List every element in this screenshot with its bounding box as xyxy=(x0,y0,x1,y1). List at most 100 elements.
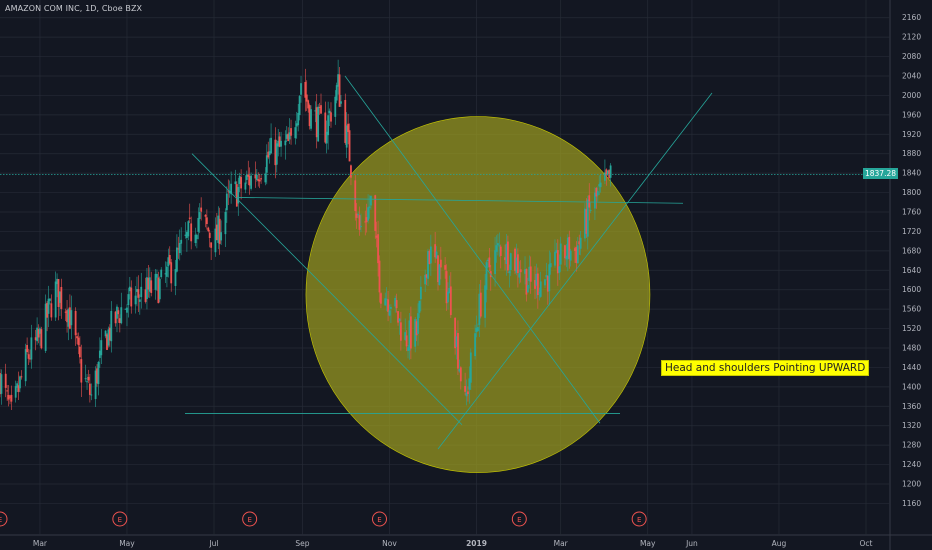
x-tick-label: May xyxy=(640,539,656,548)
candle-body xyxy=(360,226,362,228)
candle-body xyxy=(190,223,193,242)
candle-body xyxy=(544,279,546,286)
candle-body xyxy=(384,298,387,306)
candle-body xyxy=(248,175,251,186)
candle-body xyxy=(275,143,278,165)
candle-body xyxy=(0,373,1,395)
candle-body xyxy=(34,337,37,341)
y-tick-label: 1360 xyxy=(902,402,921,411)
candle-body xyxy=(407,347,409,351)
candle-body xyxy=(290,128,292,136)
candle-body xyxy=(315,107,318,138)
candle-body xyxy=(86,381,88,383)
y-tick-label: 1720 xyxy=(902,227,921,236)
candle-body xyxy=(414,319,417,347)
candle-body xyxy=(67,309,70,327)
candle-body xyxy=(36,327,38,342)
earnings-marker-icon xyxy=(631,511,647,527)
candle-body xyxy=(519,269,522,273)
x-tick-label: Mar xyxy=(554,539,569,548)
candle-body xyxy=(385,298,388,300)
candle-body xyxy=(344,99,347,143)
candle-body xyxy=(447,291,449,303)
candle-body xyxy=(76,336,78,339)
candle-body xyxy=(404,332,407,340)
candle-body xyxy=(74,310,77,336)
candle-body xyxy=(27,354,30,359)
candle-body xyxy=(417,313,419,334)
candle-body xyxy=(185,232,188,238)
candle-body xyxy=(207,227,210,232)
x-tick-label: 2019 xyxy=(466,539,487,548)
candle-body xyxy=(457,333,459,369)
candle-body xyxy=(126,307,128,313)
candle-body xyxy=(437,255,439,283)
candle-body xyxy=(187,221,190,237)
candle-body xyxy=(549,263,552,268)
candle-body xyxy=(104,330,107,337)
candle-body xyxy=(214,228,217,253)
candle-body xyxy=(127,294,130,306)
candle-body xyxy=(198,212,201,220)
candle-body xyxy=(164,273,167,275)
candle-body xyxy=(605,169,608,176)
candle-body xyxy=(87,376,90,381)
candle-body xyxy=(387,299,389,312)
annotation-label[interactable]: Head and shoulders Pointing UPWARD xyxy=(661,360,870,376)
candle-body xyxy=(56,278,58,285)
candle-body xyxy=(257,179,260,182)
candle-body xyxy=(449,286,452,316)
candle-body xyxy=(350,165,352,178)
candle-body xyxy=(536,273,539,296)
candle-body xyxy=(217,215,220,243)
candle-body xyxy=(330,112,332,122)
candle-body xyxy=(277,140,280,147)
earnings-marker-label: E xyxy=(637,516,641,524)
candle-body xyxy=(80,359,83,383)
candle-body xyxy=(318,106,321,108)
candle-body xyxy=(168,254,171,264)
candle-body xyxy=(177,248,180,250)
candle-body xyxy=(106,334,108,350)
candle-body xyxy=(144,289,147,302)
earnings-marker-icon xyxy=(511,511,527,527)
candle-body xyxy=(504,257,506,261)
candle-body xyxy=(49,298,51,301)
earnings-marker-icon xyxy=(371,511,387,527)
candle-body xyxy=(284,140,287,146)
candle-body xyxy=(265,155,268,173)
y-tick-label: 1800 xyxy=(902,188,921,197)
time-axis[interactable]: Mar May Jul Sep Nov 2019 Mar May Jun Aug Oct xyxy=(33,539,873,548)
y-tick-label: 1600 xyxy=(902,285,921,294)
candle-body xyxy=(604,172,606,181)
candle-body xyxy=(136,289,138,292)
candle-body xyxy=(60,286,63,309)
candle-body xyxy=(170,262,173,284)
y-tick-label: 1680 xyxy=(902,246,921,255)
y-tick-label: 1640 xyxy=(902,266,921,275)
candle-body xyxy=(555,250,558,253)
candle-body xyxy=(556,250,559,274)
candle-body xyxy=(44,303,47,351)
candle-body xyxy=(354,180,357,212)
candle-body xyxy=(465,392,468,397)
candle-body xyxy=(157,277,160,304)
candle-body xyxy=(398,318,401,322)
candle-body xyxy=(110,310,113,342)
candle-body xyxy=(380,293,382,304)
candle-body xyxy=(10,394,13,402)
candle-body xyxy=(548,264,551,292)
candle-body xyxy=(258,179,261,182)
candle-body xyxy=(477,327,479,332)
candle-body xyxy=(358,215,361,230)
price-axis[interactable]: 1160 1200 1240 1280 1320 1360 1400 1440 1480 1520… xyxy=(902,13,921,508)
candle-body xyxy=(6,390,9,392)
earnings-markers[interactable]: EEEEEE xyxy=(0,511,647,527)
candle-body xyxy=(166,266,168,277)
candle-body xyxy=(88,383,91,395)
candle-body xyxy=(459,367,462,382)
candle-body xyxy=(425,274,428,278)
candle-body xyxy=(9,396,11,398)
candle-body xyxy=(498,245,501,247)
